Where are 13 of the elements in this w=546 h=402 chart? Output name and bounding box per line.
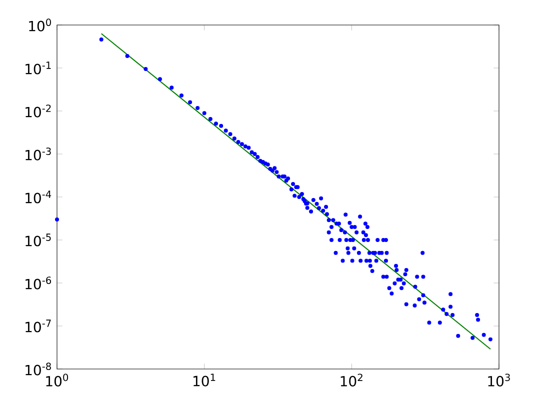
y-tick-label: 10$^{-3}$ xyxy=(26,148,51,160)
y-tick-label: 10$^{-4}$ xyxy=(26,190,52,204)
x-tick-label: 10$^{1}$ xyxy=(194,374,216,386)
y-tick-label: 10$^{-5}$ xyxy=(26,234,51,246)
x-tick-label: 10$^{3}$ xyxy=(488,374,510,386)
y-tick-label: 10$^{-7}$ xyxy=(26,320,51,332)
y-tick-label: 10$^{-1}$ xyxy=(26,62,51,74)
x-tick-label: 10$^{0}$ xyxy=(46,374,68,386)
y-tick-label: 10$^{-6}$ xyxy=(26,276,52,290)
x-tick-label: 10$^{2}$ xyxy=(340,374,362,386)
y-tick-label: 10$^{-8}$ xyxy=(26,362,51,376)
y-tick-label: 10$^{0}$ xyxy=(29,18,51,32)
y-tick-label: 10$^{-2}$ xyxy=(26,104,51,118)
